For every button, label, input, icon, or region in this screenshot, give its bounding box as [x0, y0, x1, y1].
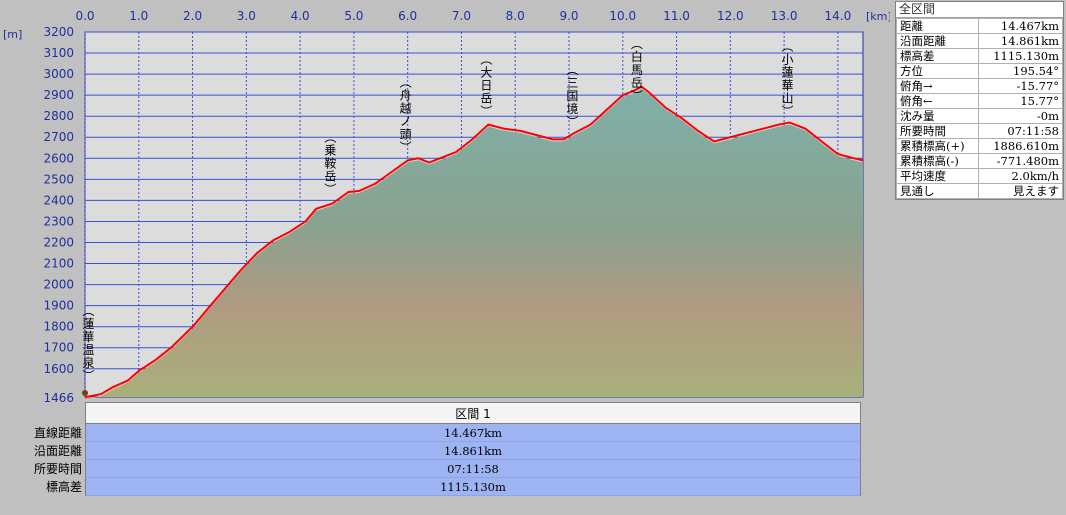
y-tick-label: 1800 — [43, 320, 74, 334]
summary-label: 沈み量 — [895, 108, 980, 124]
y-tick-label: 2500 — [43, 172, 74, 186]
summary-value: -771.480m — [978, 153, 1063, 169]
summary-row: 累積標高(+) 1886.610m — [895, 138, 1063, 154]
summary-row: 俯角← 15.77° — [895, 93, 1063, 109]
x-tick-label: 5.0 — [344, 9, 363, 23]
y-tick-label: 1700 — [43, 341, 74, 355]
peak-label: ︵大日岳︶ — [480, 53, 492, 119]
summary-label: 平均速度 — [895, 168, 980, 184]
y-tick-label: 3200 — [43, 25, 74, 39]
summary-value: 1886.610m — [978, 138, 1063, 154]
elevation-chart: 0.0 1.0 2.0 3.0 4.0 5.0 6.0 7.0 8.0 9.0 10.0 11.0 12… — [3, 9, 890, 402]
summary-label: 累積標高(-) — [895, 153, 980, 169]
summary-value: 2.0km/h — [978, 168, 1063, 184]
x-tick-label: 6.0 — [398, 9, 417, 23]
summary-value: -15.77° — [978, 78, 1063, 94]
x-tick-label: 1.0 — [129, 9, 148, 23]
x-tick-label: 11.0 — [663, 9, 690, 23]
x-tick-label: 13.0 — [771, 9, 798, 23]
x-unit-label: [km] — [866, 10, 890, 23]
y-tick-label: 1600 — [43, 362, 74, 376]
segment-label: 沿面距離 — [33, 444, 82, 458]
summary-row: 距離 14.467km — [895, 18, 1063, 34]
summary-label: 俯角← — [895, 93, 980, 109]
summary-row: 沿面距離 14.861km — [895, 33, 1063, 49]
y-tick-label: 2200 — [43, 235, 74, 249]
x-tick-label: 4.0 — [291, 9, 310, 23]
peak-labels: ︵蓮華温泉︶ ︵乗鞍岳︶ ︵舟越ノ頭︶ ︵大日岳︶ ︵三国境︶ ︵白馬岳︶ ︵小蓮華山︶ — [82, 37, 793, 383]
x-tick-label: 7.0 — [452, 9, 471, 23]
summary-label: 俯角→ — [895, 78, 980, 94]
segment-value: 14.467km — [85, 424, 861, 442]
summary-label: 標高差 — [895, 48, 980, 64]
segment-value: 07:11:58 — [85, 460, 861, 478]
y-tick-label: 2000 — [43, 278, 74, 292]
summary-value: 14.467km — [978, 18, 1063, 34]
summary-label: 所要時間 — [895, 123, 980, 139]
summary-row: 累積標高(-) -771.480m — [895, 153, 1063, 169]
summary-value: 見えます — [978, 183, 1063, 199]
summary-value: -0m — [978, 108, 1063, 124]
summary-label: 沿面距離 — [895, 33, 980, 49]
x-tick-label: 0.0 — [75, 9, 94, 23]
summary-row: 沈み量 -0m — [895, 108, 1063, 124]
elevation-area — [85, 88, 863, 399]
summary-panel: 全区間 距離 14.467km 沿面距離 14.861km 標高差 1115.130m 方位… — [895, 1, 1064, 200]
y-unit-label: [m] — [3, 28, 22, 41]
y-tick-label: 2300 — [43, 214, 74, 228]
peak-label: ︵小蓮華山︶ — [781, 40, 793, 119]
y-tick-label: 2600 — [43, 151, 74, 165]
x-tick-label: 3.0 — [237, 9, 256, 23]
y-tick-label: 2700 — [43, 130, 74, 144]
summary-label: 見通し — [895, 183, 980, 199]
summary-row: 平均速度 2.0km/h — [895, 168, 1063, 184]
summary-row: 標高差 1115.130m — [895, 48, 1063, 64]
start-marker — [82, 390, 88, 396]
segment-label: 直線距離 — [33, 426, 82, 440]
segment-value: 1115.130m — [85, 478, 861, 496]
x-tick-label: 8.0 — [506, 9, 525, 23]
peak-label: ︵蓮華温泉︶ — [82, 304, 94, 383]
y-tick-label: 2900 — [43, 88, 74, 102]
segment-label: 標高差 — [45, 480, 82, 494]
y-tick-label: 1900 — [43, 299, 74, 313]
summary-label: 累積標高(+) — [895, 138, 980, 154]
segment-panel: 区間 1 14.467km 14.861km 07:11:58 1115.130m — [85, 402, 861, 498]
summary-value: 07:11:58 — [978, 123, 1063, 139]
summary-row: 見通し 見えます — [895, 183, 1063, 199]
segment-labels: 直線距離沿面距離所要時間標高差 — [0, 424, 82, 496]
x-tick-label: 2.0 — [183, 9, 202, 23]
summary-value: 14.861km — [978, 33, 1063, 49]
y-tick-label: 2400 — [43, 193, 74, 207]
peak-label: ︵白馬岳︶ — [631, 37, 643, 103]
peak-label: ︵乗鞍岳︶ — [324, 130, 336, 196]
peak-label: ︵舟越ノ頭︶ — [400, 75, 412, 154]
summary-row: 方位 195.54° — [895, 63, 1063, 79]
summary-row: 所要時間 07:11:58 — [895, 123, 1063, 139]
elevation-line — [84, 85, 864, 398]
peak-label: ︵三国境︶ — [566, 63, 578, 129]
segment-header[interactable]: 区間 1 — [85, 402, 861, 424]
y-tick-labels: 3200 3100 3000 2900 2800 2700 2600 2500 2400 2300… — [43, 25, 74, 402]
summary-table: 距離 14.467km 沿面距離 14.861km 標高差 1115.130m 方位 195.… — [895, 18, 1063, 199]
segment-value: 14.861km — [85, 442, 861, 460]
summary-label: 方位 — [895, 63, 980, 79]
summary-title: 全区間 — [896, 2, 1063, 18]
x-tick-labels: 0.0 1.0 2.0 3.0 4.0 5.0 6.0 7.0 8.0 9.0 10.0 11.0 12… — [75, 9, 851, 23]
y-tick-label: 3100 — [43, 46, 74, 60]
summary-row: 俯角→ -15.77° — [895, 78, 1063, 94]
x-tick-label: 9.0 — [559, 9, 578, 23]
y-tick-label: 3000 — [43, 67, 74, 81]
summary-value: 1115.130m — [978, 48, 1063, 64]
x-tick-label: 14.0 — [825, 9, 852, 23]
summary-value: 15.77° — [978, 93, 1063, 109]
y-tick-label: 2800 — [43, 109, 74, 123]
y-tick-label: 1466 — [43, 391, 74, 402]
y-tick-label: 2100 — [43, 257, 74, 271]
x-tick-label: 10.0 — [609, 9, 636, 23]
summary-label: 距離 — [895, 18, 980, 34]
segment-label: 所要時間 — [33, 462, 82, 476]
x-tick-label: 12.0 — [717, 9, 744, 23]
summary-value: 195.54° — [978, 63, 1063, 79]
